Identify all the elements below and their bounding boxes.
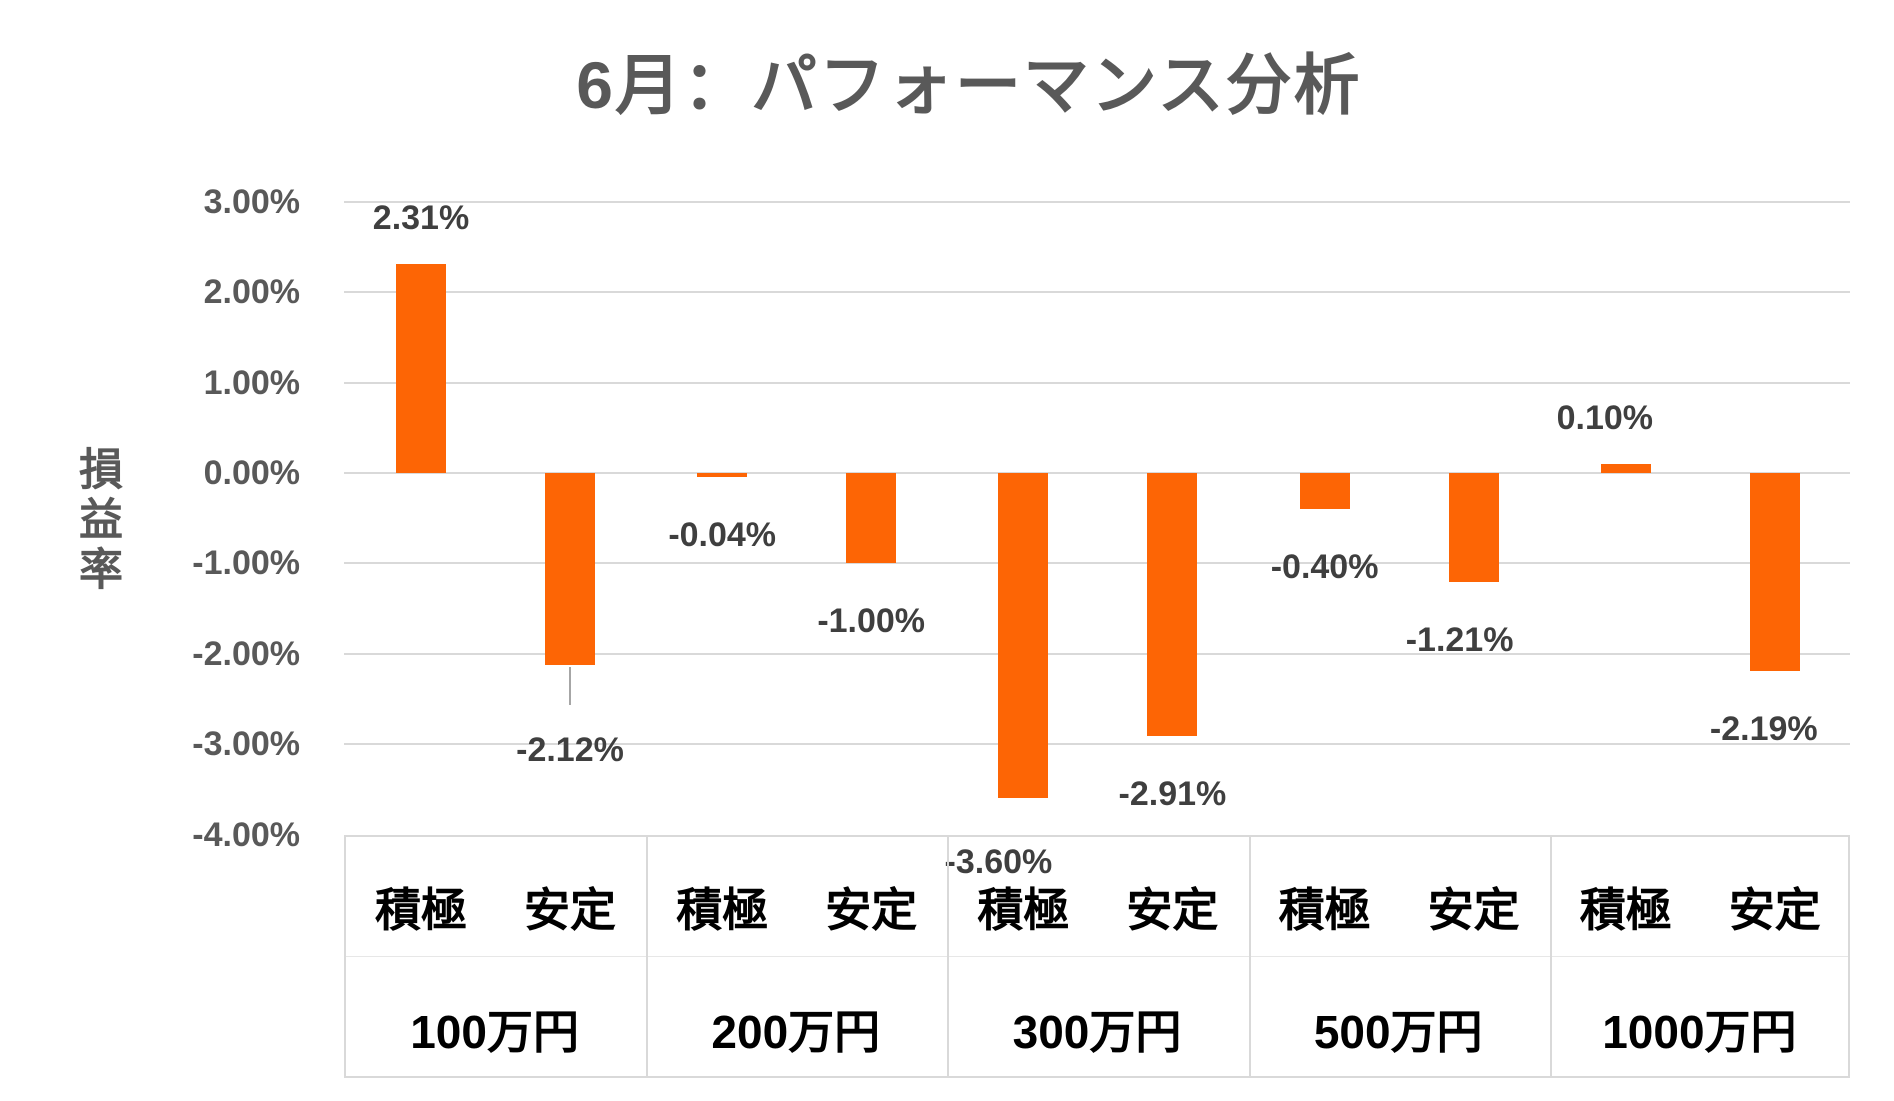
y-tick-label: 0.00%: [203, 454, 300, 492]
y-tick-label: 2.00%: [203, 273, 300, 312]
y-tick-label: -1.00%: [192, 544, 300, 583]
category-group-label: 200万円: [711, 1006, 881, 1058]
y-tick-label: -3.00%: [192, 725, 300, 764]
chart-title: 6月：パフォーマンス分析: [576, 48, 1362, 122]
category-group-label: 100万円: [410, 1006, 579, 1058]
bar-data-label: 0.10%: [1556, 399, 1653, 437]
category-sublabel: 積極: [1278, 884, 1371, 936]
category-group-label: 300万円: [1012, 1006, 1182, 1058]
y-tick-label: -4.00%: [192, 815, 300, 854]
category-axis-table: [344, 835, 1850, 1078]
bar-data-label: -2.19%: [1709, 710, 1818, 748]
category-group-divider: [1248, 837, 1251, 1076]
bar: [545, 473, 595, 665]
y-tick-label: 1.00%: [203, 363, 300, 402]
bar-data-label: -1.00%: [817, 602, 926, 640]
bar-data-label: -0.40%: [1270, 548, 1379, 586]
bar: [396, 264, 446, 473]
gridline: [344, 291, 1850, 294]
bar-data-label: -2.91%: [1118, 775, 1227, 813]
category-sublabel: 積極: [977, 884, 1070, 936]
bar: [1600, 464, 1651, 473]
category-sublabel: 積極: [1579, 884, 1672, 936]
bar: [1147, 473, 1198, 736]
bar-data-label: -0.04%: [668, 516, 777, 554]
gridline: [344, 381, 1850, 384]
y-tick-label: -2.00%: [192, 634, 300, 673]
category-row-divider: [346, 956, 1848, 957]
category-sublabel: 積極: [676, 884, 769, 936]
bar: [697, 473, 748, 477]
category-group-divider: [646, 837, 649, 1076]
bar-data-label: -3.60%: [944, 843, 1053, 881]
category-sublabel: 安定: [825, 884, 918, 936]
bar: [846, 473, 897, 563]
category-sublabel: 安定: [1427, 884, 1520, 936]
category-sublabel: 積極: [375, 884, 467, 936]
gridline: [344, 652, 1850, 655]
gridline: [344, 562, 1850, 565]
gridline: [344, 472, 1850, 474]
label-leader-line: [569, 667, 571, 705]
category-sublabel: 安定: [524, 884, 616, 936]
category-group-label: 1000万円: [1602, 1006, 1797, 1058]
bar: [1299, 473, 1350, 509]
category-sublabel: 安定: [1728, 884, 1821, 936]
bar: [1749, 473, 1800, 671]
bar: [1448, 473, 1499, 582]
bar: [998, 473, 1049, 798]
y-tick-label: 3.00%: [203, 182, 300, 221]
category-sublabel: 安定: [1126, 884, 1219, 936]
gridline: [344, 200, 1850, 203]
category-group-divider: [1549, 837, 1552, 1076]
y-axis-title: 損益率: [72, 446, 121, 596]
bar-data-label: -2.12%: [516, 731, 624, 769]
bar-data-label: -1.21%: [1405, 621, 1514, 659]
bar-data-label: 2.31%: [372, 199, 470, 237]
category-group-divider: [947, 837, 950, 1076]
category-group-label: 500万円: [1313, 1006, 1483, 1058]
gridline: [344, 743, 1850, 746]
